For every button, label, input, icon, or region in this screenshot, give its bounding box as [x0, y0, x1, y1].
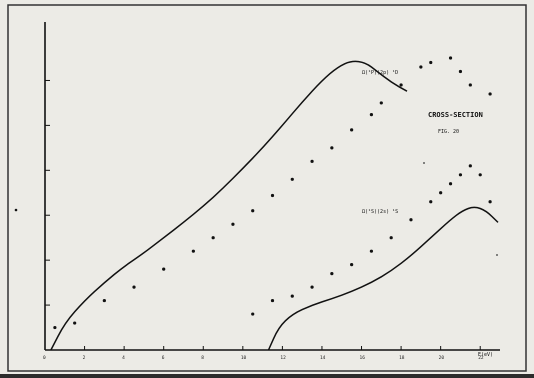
series-2-point — [488, 200, 492, 204]
x-tick-label: 0 — [43, 355, 46, 361]
x-tick-label: 18 — [399, 355, 405, 361]
x-tick-label: 2 — [83, 355, 86, 361]
series-2-point — [290, 294, 294, 298]
series-2-point — [310, 285, 314, 289]
series-1-point — [310, 159, 314, 163]
series-2-point — [251, 312, 255, 316]
series-1-point — [429, 60, 433, 65]
scan-speck — [496, 254, 498, 256]
series-1-point — [379, 101, 383, 105]
x-tick-label: 12 — [280, 355, 286, 361]
x-tick-label: 4 — [122, 355, 125, 361]
series-2-point — [429, 200, 433, 204]
series-1-point — [290, 177, 294, 181]
series-1-point — [53, 325, 57, 330]
x-tick-label: 14 — [320, 355, 326, 361]
series-1-point — [399, 83, 403, 87]
series-1-point — [350, 128, 354, 132]
series-1-label: Ω(¹P)(2p) ¹D — [362, 70, 398, 76]
series-1-point — [231, 222, 235, 226]
ticks: 0 2 4 6 8 10 12 14 16 18 20 22 — [43, 79, 484, 361]
x-tick-label: 8 — [201, 355, 204, 361]
x-tick-label: 16 — [360, 355, 366, 361]
series-1-point — [448, 56, 453, 60]
series-1-curve — [50, 60, 408, 351]
series-2-point — [369, 249, 374, 253]
x-axis-label: E(eV) — [478, 352, 493, 358]
series-1-point — [468, 83, 472, 87]
chart-subtitle: FIG. 20 — [438, 129, 459, 135]
series-2-point — [448, 182, 453, 186]
series-2-curve — [267, 206, 499, 351]
series-1-point — [102, 298, 106, 303]
series-1-point — [132, 285, 136, 289]
series-1-point — [419, 65, 423, 69]
scan-speck — [423, 162, 425, 164]
series-1-point — [330, 146, 334, 150]
scan-speck — [14, 208, 18, 212]
series-1-point — [488, 92, 492, 96]
data-points — [53, 56, 492, 330]
series-1-point — [458, 69, 463, 74]
series-1-point — [251, 209, 255, 213]
series-2-point — [409, 218, 413, 222]
series-2-point — [350, 263, 354, 267]
series-2-point — [468, 164, 472, 168]
series-1-point — [162, 267, 166, 271]
series-1-point — [369, 113, 374, 117]
series-2-point — [439, 191, 443, 195]
series-2-point — [330, 272, 334, 276]
figure-frame — [7, 4, 527, 372]
chart-title: CROSS-SECTION — [428, 111, 483, 119]
series-2-point — [478, 173, 482, 177]
x-tick-label: 10 — [241, 355, 247, 361]
series-1-point — [73, 321, 77, 325]
x-tick-label: 6 — [162, 355, 165, 361]
axes — [44, 22, 500, 351]
series-1-point — [211, 236, 215, 240]
curves — [50, 60, 499, 351]
x-tick-label: 22 — [478, 355, 484, 361]
series-2-point — [389, 236, 393, 240]
x-tick-label: 20 — [439, 355, 445, 361]
series-2-point — [458, 173, 463, 177]
series-1-point — [270, 193, 275, 198]
series-2-label: Ω(¹S)(2s) ¹S — [362, 209, 398, 215]
series-2-point — [270, 298, 275, 303]
series-1-point — [191, 249, 195, 253]
